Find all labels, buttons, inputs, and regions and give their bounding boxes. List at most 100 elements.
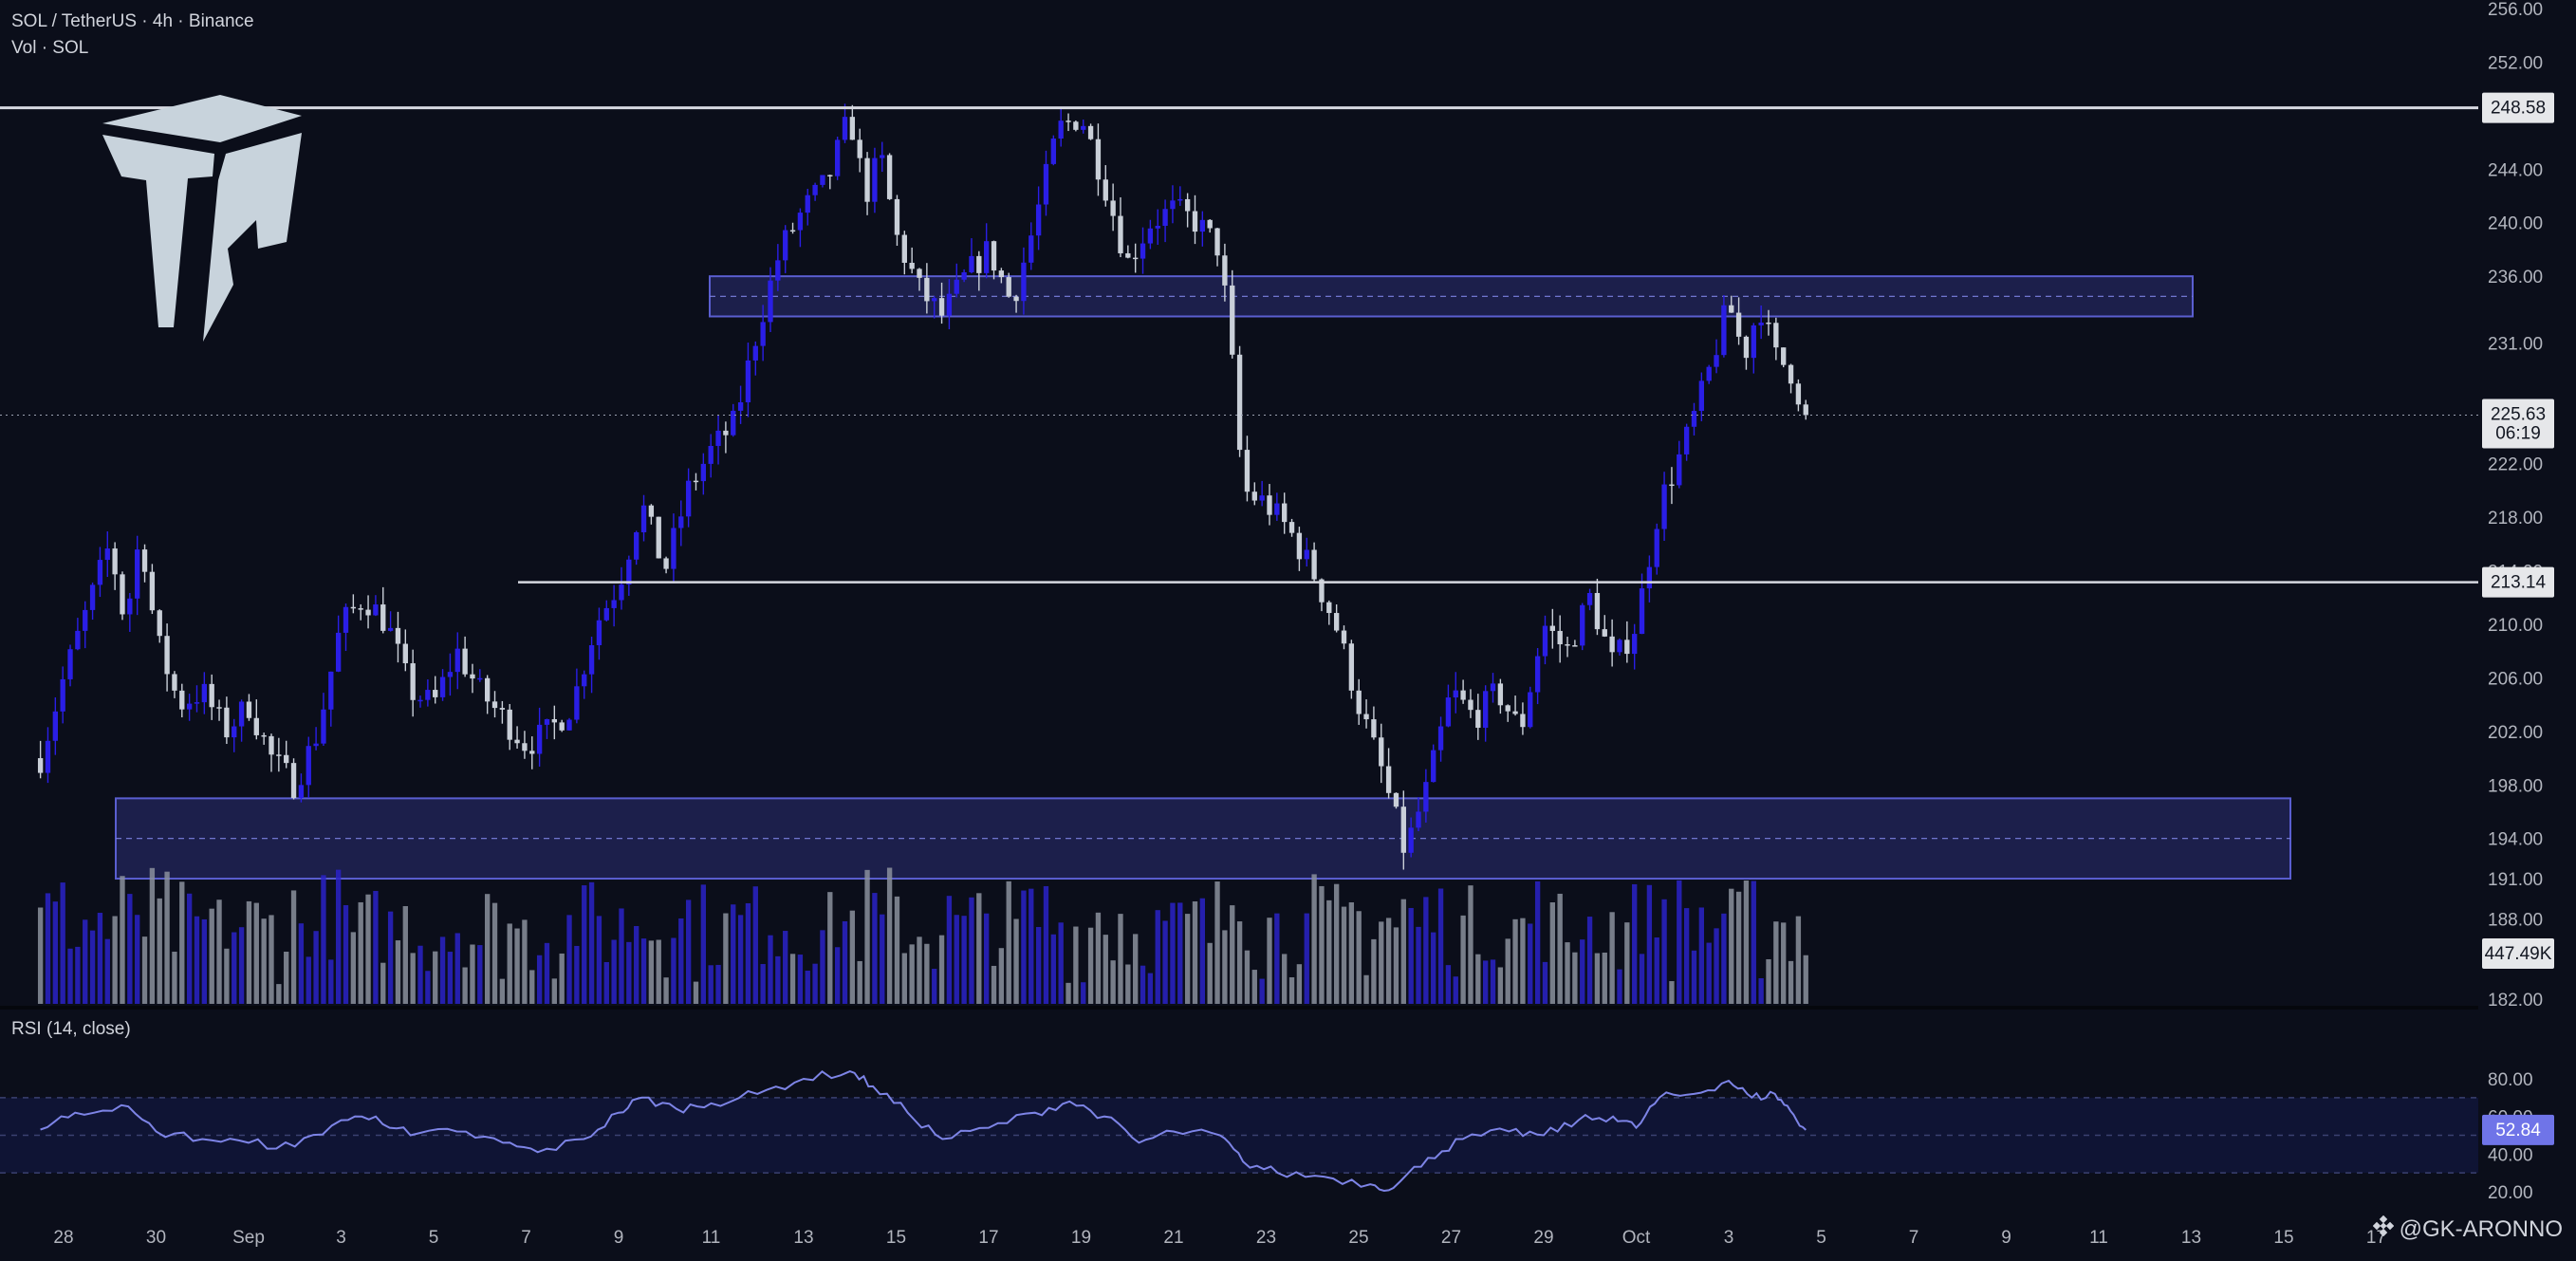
candle[interactable] <box>477 677 483 680</box>
candle[interactable] <box>1609 636 1615 653</box>
candle[interactable] <box>507 709 512 740</box>
candle[interactable] <box>1214 228 1220 256</box>
candle[interactable] <box>52 711 58 741</box>
candle[interactable] <box>1162 209 1168 226</box>
candle[interactable] <box>789 230 796 232</box>
candle[interactable] <box>991 241 997 271</box>
candle[interactable] <box>365 609 371 616</box>
candle[interactable] <box>1371 719 1377 738</box>
candle[interactable] <box>901 234 907 263</box>
candle[interactable] <box>1274 503 1280 515</box>
candle[interactable] <box>1788 364 1794 384</box>
candle[interactable] <box>135 549 140 599</box>
candle[interactable] <box>1586 592 1593 605</box>
candle[interactable] <box>1482 691 1489 728</box>
candle[interactable] <box>1416 811 1421 828</box>
candle[interactable] <box>1565 644 1570 646</box>
candle[interactable] <box>1288 522 1295 533</box>
candle[interactable] <box>842 117 848 140</box>
candle[interactable] <box>253 717 259 735</box>
candle[interactable] <box>1714 355 1719 367</box>
candle[interactable] <box>1282 503 1288 523</box>
candle[interactable] <box>1118 215 1123 253</box>
candle[interactable] <box>261 734 267 737</box>
candle[interactable] <box>1199 219 1206 232</box>
candle[interactable] <box>1013 296 1019 302</box>
candle[interactable] <box>693 480 699 483</box>
candle[interactable] <box>820 175 825 185</box>
candle[interactable] <box>812 184 818 195</box>
candle[interactable] <box>1133 257 1139 260</box>
candle[interactable] <box>462 648 468 675</box>
candle[interactable] <box>1557 630 1563 645</box>
candle[interactable] <box>864 158 870 202</box>
candle[interactable] <box>1155 225 1160 229</box>
candle[interactable] <box>1400 807 1406 853</box>
candle[interactable] <box>321 709 326 744</box>
candle[interactable] <box>1646 566 1653 589</box>
candle[interactable] <box>1758 322 1764 325</box>
candle[interactable] <box>634 531 639 560</box>
candle[interactable] <box>216 707 222 709</box>
candle[interactable] <box>1333 613 1340 631</box>
candle[interactable] <box>1617 640 1622 653</box>
candle[interactable] <box>1147 228 1154 244</box>
candle[interactable] <box>395 627 401 644</box>
candle[interactable] <box>559 722 565 731</box>
candle[interactable] <box>1729 305 1734 313</box>
candle[interactable] <box>1505 705 1510 712</box>
candle[interactable] <box>201 683 208 703</box>
candle[interactable] <box>574 686 580 720</box>
candle[interactable] <box>1319 579 1325 603</box>
candle[interactable] <box>1244 450 1251 492</box>
candle[interactable] <box>588 644 595 675</box>
candle[interactable] <box>1654 529 1659 567</box>
candle[interactable] <box>141 549 148 572</box>
candle[interactable] <box>67 649 73 679</box>
candle[interactable] <box>1236 354 1243 451</box>
candle[interactable] <box>603 607 609 621</box>
candle[interactable] <box>1698 380 1705 412</box>
candle[interactable] <box>1743 336 1750 359</box>
candle[interactable] <box>723 430 729 436</box>
candle[interactable] <box>83 609 88 631</box>
candle[interactable] <box>37 758 44 773</box>
candle[interactable] <box>499 708 506 710</box>
candle[interactable] <box>1706 366 1712 381</box>
candle[interactable] <box>715 430 721 446</box>
candle[interactable] <box>969 255 974 272</box>
candle[interactable] <box>1677 454 1682 486</box>
candle[interactable] <box>1490 683 1496 692</box>
candle[interactable] <box>1773 323 1779 348</box>
candle[interactable] <box>1602 629 1607 637</box>
candle[interactable] <box>938 298 945 316</box>
candle[interactable] <box>343 606 349 633</box>
candle[interactable] <box>1460 690 1466 700</box>
candle[interactable] <box>1795 383 1802 405</box>
candle[interactable] <box>269 735 274 755</box>
candle[interactable] <box>783 230 788 261</box>
candle[interactable] <box>998 270 1005 278</box>
candle[interactable] <box>1251 491 1257 501</box>
candle[interactable] <box>97 560 103 585</box>
candle[interactable] <box>1661 484 1667 529</box>
candle[interactable] <box>439 677 446 697</box>
candle[interactable] <box>1356 690 1362 714</box>
candle[interactable] <box>89 584 96 610</box>
candle[interactable] <box>1572 645 1578 647</box>
candle[interactable] <box>1192 211 1198 232</box>
candle[interactable] <box>1050 139 1056 164</box>
candle[interactable] <box>1453 690 1458 698</box>
candle[interactable] <box>1408 827 1414 853</box>
candle[interactable] <box>909 262 915 269</box>
candle[interactable] <box>1542 625 1548 657</box>
candle[interactable] <box>112 548 118 575</box>
candle[interactable] <box>313 743 319 747</box>
candle[interactable] <box>745 360 751 403</box>
candle[interactable] <box>1029 235 1034 263</box>
candle[interactable] <box>1043 163 1049 205</box>
candle[interactable] <box>1348 643 1355 691</box>
candle[interactable] <box>768 280 773 323</box>
candle[interactable] <box>179 690 185 710</box>
candle[interactable] <box>1721 305 1727 356</box>
